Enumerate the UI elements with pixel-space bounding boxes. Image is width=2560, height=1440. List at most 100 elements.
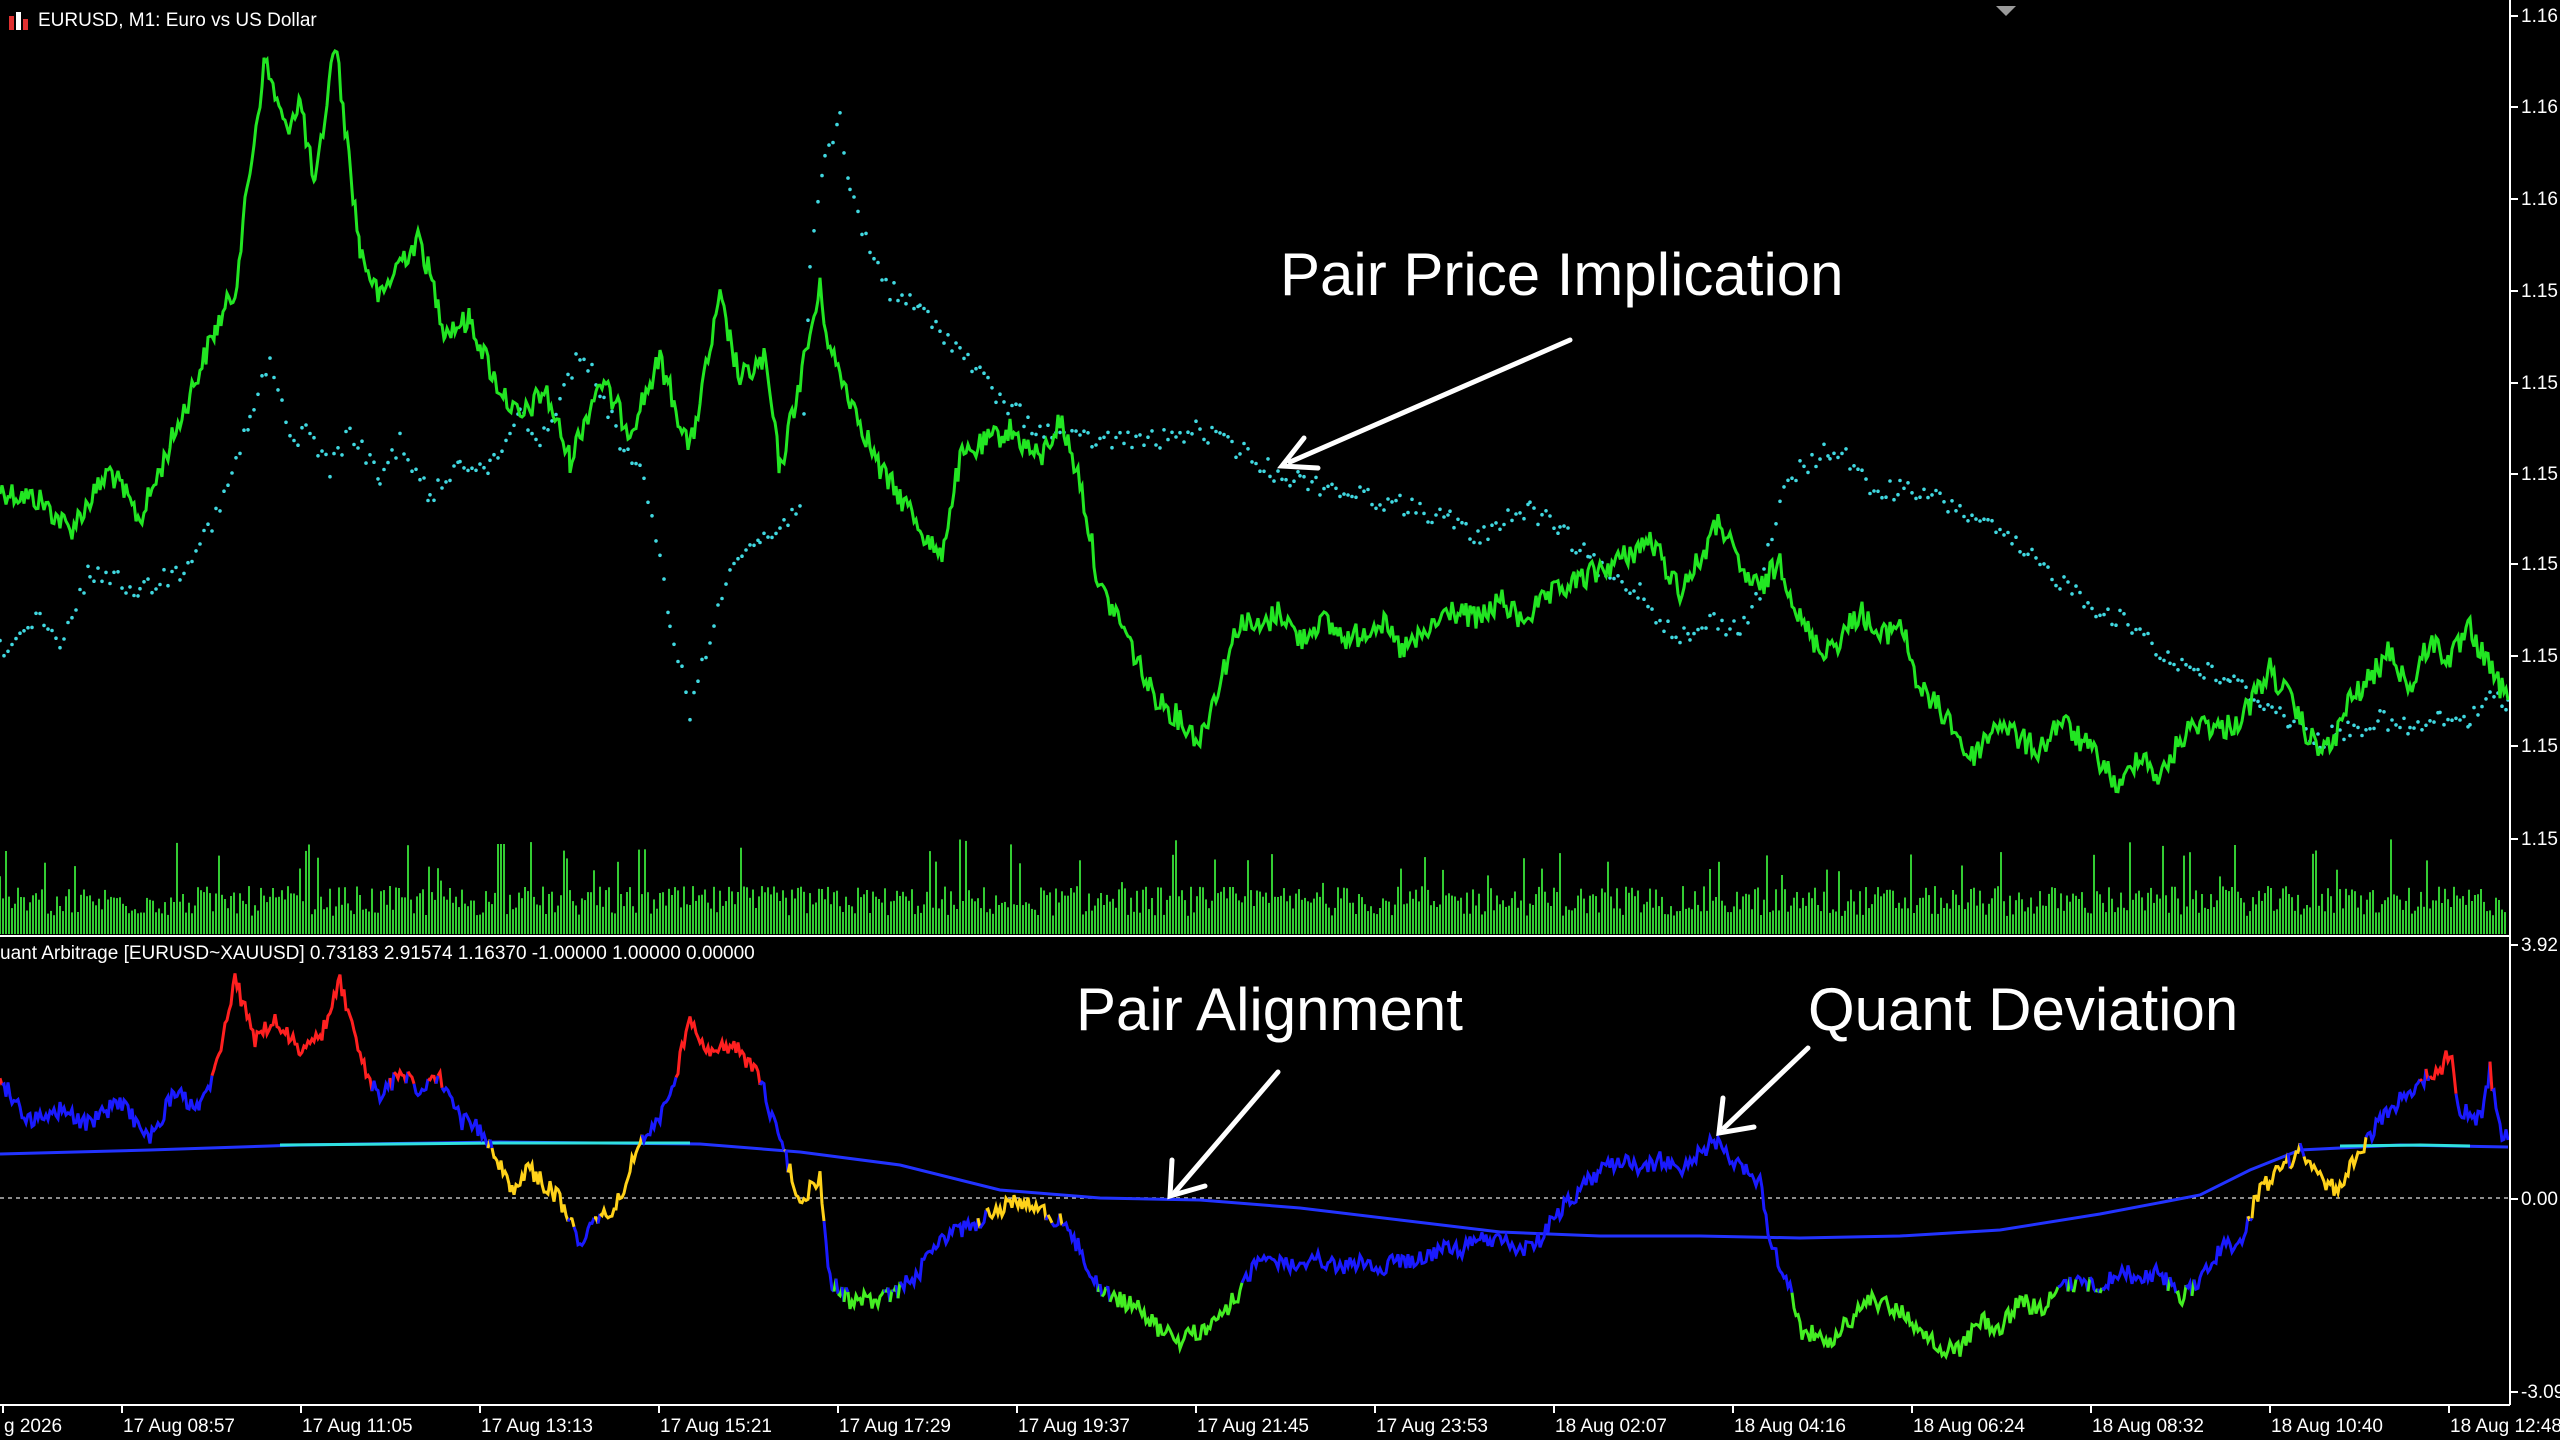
implied-price-dot (1058, 430, 1062, 435)
implied-price-dot (508, 431, 512, 436)
implied-price-dot (1094, 443, 1098, 447)
implied-price-dot (1848, 467, 1852, 471)
price-tick-label: 1.15 (2521, 281, 2558, 302)
implied-price-dot (2094, 614, 2098, 619)
implied-price-dot (2030, 547, 2034, 552)
implied-price-dot (292, 438, 296, 443)
implied-price-dot (1022, 424, 1026, 429)
implied-price-dot (248, 414, 252, 419)
implied-price-dot (2184, 662, 2188, 667)
implied-price-dot (1448, 509, 1452, 513)
implied-price-dot (2058, 587, 2062, 591)
implied-price-dot (962, 356, 966, 361)
implied-price-dot (892, 281, 896, 285)
implied-price-dot (66, 620, 70, 625)
implied-price-dot (2166, 650, 2170, 654)
implied-price-dot (452, 464, 456, 468)
implied-price-dot (1852, 464, 1856, 468)
implied-price-dot (458, 459, 462, 464)
implied-price-dot (1990, 518, 1994, 523)
implied-price-dot (758, 540, 762, 545)
implied-price-dot (946, 333, 950, 337)
implied-price-dot (2352, 723, 2356, 728)
implied-price-dot (30, 625, 34, 630)
implied-price-dot (1628, 591, 1632, 595)
quant-deviation-segment (406, 1070, 416, 1085)
implied-price-dot (1962, 514, 1966, 519)
implied-price-dot (356, 446, 360, 450)
implied-price-dot (666, 610, 670, 615)
implied-price-dot (1468, 537, 1472, 541)
implied-price-dot (668, 624, 672, 629)
pair-alignment-highlight (2339, 1143, 2471, 1148)
quant-deviation-segment (2418, 1078, 2424, 1083)
implied-price-dot (1998, 527, 2002, 532)
quant-deviation-segment (599, 1134, 644, 1220)
quant-deviation-segment (2288, 1142, 2302, 1170)
implied-price-dot (1588, 555, 1592, 559)
implied-price-dot (918, 303, 922, 308)
implied-price-dot (542, 426, 546, 430)
implied-price-dot (1696, 627, 1700, 632)
implied-price-dot (1394, 498, 1398, 503)
implied-price-dot (562, 383, 566, 387)
implied-price-dot (2146, 631, 2150, 636)
implied-price-dot (252, 408, 256, 412)
implied-price-dot (2158, 656, 2162, 661)
implied-price-dot (766, 535, 770, 539)
implied-price-dot (178, 578, 182, 582)
implied-price-dot (2078, 590, 2082, 595)
implied-price-dot (344, 429, 348, 434)
implied-price-dot (312, 435, 316, 440)
implied-price-dot (1914, 496, 1918, 501)
quant-deviation-segment (2071, 1279, 2078, 1293)
implied-price-dot (1406, 510, 1410, 515)
scroll-marker-icon[interactable] (1996, 6, 2016, 16)
quant-deviation-segment (978, 1209, 988, 1230)
implied-price-dot (2138, 627, 2142, 631)
chart-title-bar: EURUSD, M1: Euro vs US Dollar (8, 10, 317, 32)
implied-price-dot (1746, 621, 1750, 625)
implied-price-dot (1254, 461, 1258, 466)
implied-price-dot (2010, 542, 2014, 546)
implied-price-dot (2218, 680, 2222, 685)
implied-price-dot (2292, 719, 2296, 724)
implied-price-dot (990, 386, 994, 390)
implied-price-dot (550, 419, 554, 423)
time-tick-label: 17 Aug 23:53 (1376, 1416, 1488, 1437)
implied-price-dot (1844, 447, 1848, 451)
implied-price-dot (1498, 527, 1502, 532)
quant-deviation-segment (896, 1281, 902, 1299)
pair-price-implication-arrowhead (1277, 435, 1321, 471)
implied-price-dot (582, 357, 586, 362)
implied-price-dot (2424, 723, 2428, 728)
implied-price-dot (2412, 726, 2416, 730)
implied-price-dot (1774, 522, 1778, 526)
implied-price-dot (2236, 678, 2240, 682)
implied-price-dot (1510, 518, 1514, 523)
implied-price-dot (284, 420, 288, 425)
implied-price-dot (1330, 482, 1334, 487)
implied-price-dot (1682, 626, 1686, 630)
implied-price-dot (978, 365, 982, 370)
implied-price-dot (100, 579, 104, 584)
implied-price-dot (398, 431, 402, 436)
implied-price-dot (1460, 520, 1464, 525)
implied-price-dot (2390, 718, 2394, 722)
implied-price-dot (1030, 431, 1034, 436)
implied-price-dot (2282, 713, 2286, 718)
implied-price-dot (74, 608, 78, 612)
implied-price-dot (1226, 435, 1230, 439)
implied-price-dot (2382, 710, 2386, 714)
implied-price-dot (884, 277, 888, 282)
quant-deviation-segment (1240, 1131, 1794, 1294)
implied-price-dot (1418, 501, 1422, 506)
implied-price-dot (1456, 517, 1460, 522)
implied-price-dot (888, 297, 892, 302)
implied-price-dot (1704, 626, 1708, 630)
implied-price-dot (2006, 530, 2010, 535)
implied-price-dot (88, 575, 92, 579)
implied-price-dot (174, 565, 178, 570)
implied-price-dot (942, 341, 946, 345)
